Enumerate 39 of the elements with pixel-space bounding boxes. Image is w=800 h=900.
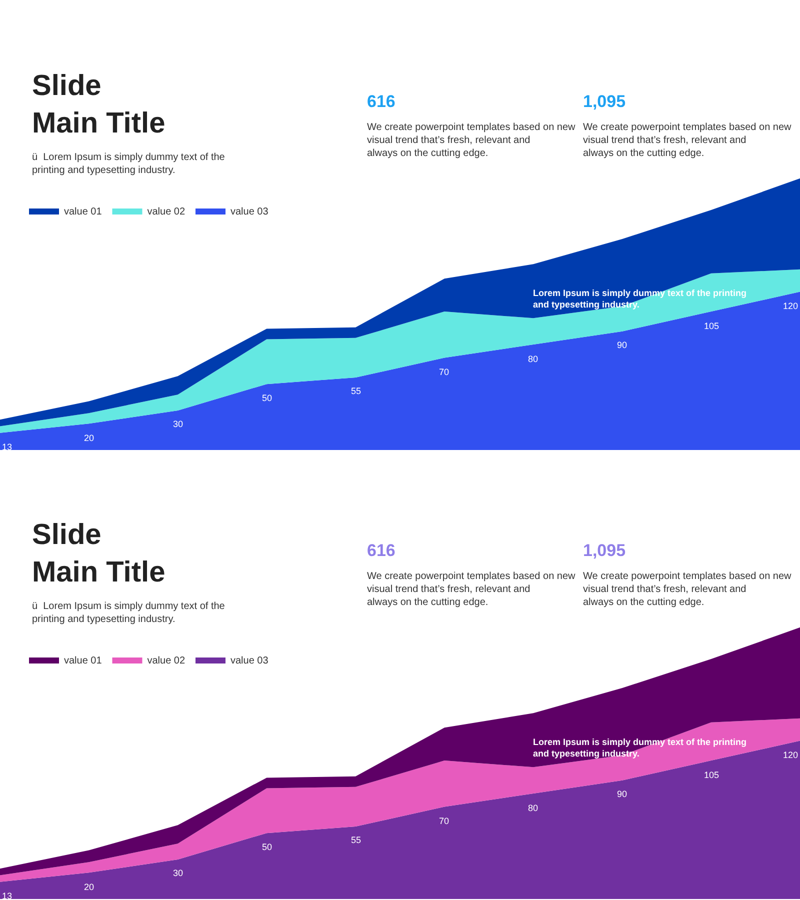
- annotation: Lorem Ipsum is simply dummy text of the printing and typesetting industry.: [533, 737, 747, 759]
- chart-subtitle: ü Lorem Ipsum is simply dummy text of the printing and typesetting industry.: [32, 152, 226, 176]
- data-label: 70: [439, 816, 450, 826]
- data-label: 13: [2, 442, 12, 452]
- data-label: 80: [528, 354, 538, 364]
- data-label: 55: [351, 386, 362, 396]
- data-label: 90: [617, 789, 628, 799]
- text: 616: [367, 541, 396, 560]
- data-label: 13: [2, 891, 12, 900]
- text: 1,095: [583, 541, 626, 560]
- text: 616: [367, 92, 396, 111]
- data-label: 105: [704, 770, 720, 780]
- text: We create powerpoint templates based on new visual trend that’s fresh, relevant and always on the cutting edge.: [367, 122, 576, 159]
- legend-label: value 01: [64, 655, 102, 666]
- data-label: 90: [617, 340, 628, 350]
- legend-label: value 03: [230, 206, 269, 218]
- legend-label: value 02: [147, 206, 186, 218]
- text: We create powerpoint templates based on new visual trend that’s fresh, relevant and always on the cutting edge.: [367, 571, 576, 608]
- data-label: 20: [84, 433, 94, 443]
- data-label: 30: [173, 868, 184, 878]
- data-label: 30: [173, 419, 184, 429]
- legend-label: value 02: [147, 655, 186, 666]
- data-label: 80: [528, 803, 538, 813]
- data-label: 50: [262, 842, 272, 852]
- data-label: 120: [783, 750, 798, 760]
- text: 1,095: [583, 92, 626, 111]
- chart-title: Slide Main Title: [32, 519, 166, 589]
- data-label: 70: [439, 367, 450, 377]
- legend-label: value 01: [64, 206, 102, 218]
- data-label: 55: [351, 835, 362, 845]
- data-label: 105: [704, 321, 720, 331]
- data-label: 120: [783, 301, 798, 311]
- chart-title: Slide Main Title: [32, 70, 166, 140]
- legend-label: value 03: [230, 655, 269, 666]
- data-label: 20: [84, 882, 94, 892]
- chart-subtitle: ü Lorem Ipsum is simply dummy text of the printing and typesetting industry.: [32, 601, 226, 625]
- text: We create powerpoint templates based on new visual trend that’s fresh, relevant and always on the cutting edge.: [583, 571, 792, 608]
- text: We create powerpoint templates based on new visual trend that’s fresh, relevant and always on the cutting edge.: [583, 122, 792, 159]
- data-label: 50: [262, 393, 272, 403]
